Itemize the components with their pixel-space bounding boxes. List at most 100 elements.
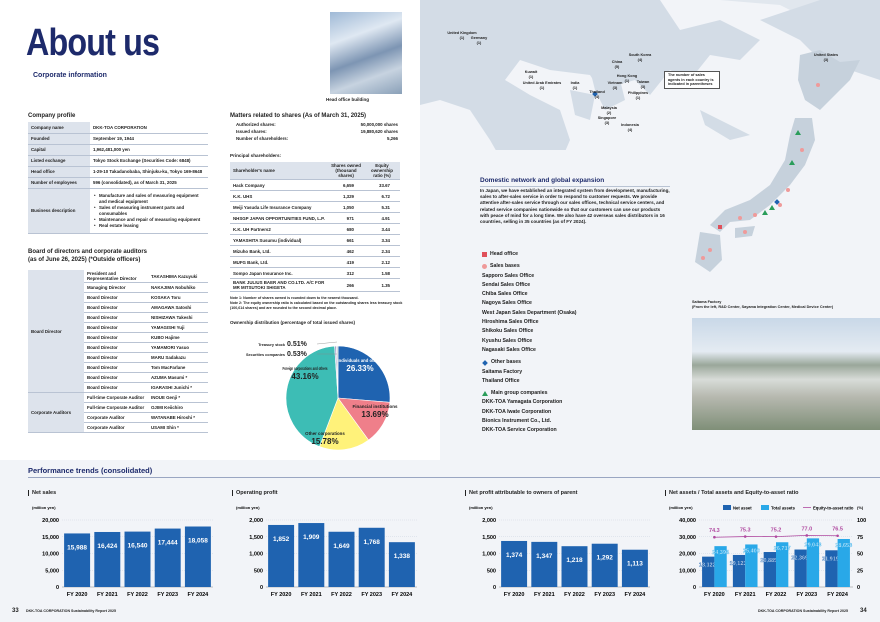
y-axis-unit: (million yen) <box>236 505 260 510</box>
location-item: Thailand Office <box>482 377 520 384</box>
table-row: K.K. UHS 1,329 6.72 <box>230 190 400 202</box>
x-tick-label: FY 2024 <box>625 592 647 598</box>
table-cell: 3.44 <box>364 223 400 235</box>
footer-right-text: DKK-TOA CORPORATION Sustainability Repor… <box>758 609 848 613</box>
business-list: Manufacture and sales of measuring equip… <box>93 193 205 229</box>
board-row: Board Director KUBO Hajime <box>28 332 208 343</box>
sales-base-markers <box>701 83 820 260</box>
officer-name: NAKAJIMA Nobuhiko <box>148 282 208 293</box>
locations-legend: Head office Sales bases Sapporo Sales Of… <box>482 250 682 436</box>
country-label: Malaysia (2) <box>589 106 629 115</box>
summary-label: Issued shares: <box>236 129 267 134</box>
country-name: Indonesia <box>621 123 639 127</box>
photo-caption: Head office building <box>326 97 370 102</box>
y-tick-label: 0 <box>260 585 263 591</box>
officer-name: MARU Sadakazu <box>148 352 208 363</box>
data-label: 1,347 <box>536 553 553 560</box>
officer-name: AMAGAWA Satoshi <box>148 302 208 313</box>
bar <box>184 526 211 587</box>
column-header: Shareholder's name <box>230 162 328 180</box>
chart-title: Net assets / Total assets and Equity-to-… <box>665 490 799 496</box>
location-item: DKK-TOA Yamagata Corporation <box>482 399 563 406</box>
country-label: Germany (1) <box>459 36 499 45</box>
country-count: (1) <box>635 95 641 100</box>
legend-label: Net asset <box>733 506 752 511</box>
pie-label: Securities companies <box>246 353 285 357</box>
factory-title: Saitama Factory <box>692 300 722 304</box>
x-tick-label: FY 2020 <box>67 592 88 598</box>
country-count: (4) <box>627 127 633 132</box>
board-group: Corporate Auditors <box>28 392 84 433</box>
factory-caption-text: (From the left, R&D Center, Sayama Integ… <box>692 304 834 309</box>
profile-label: Head office <box>28 166 90 178</box>
pie-slice <box>285 345 339 447</box>
data-label: 24,394 <box>712 550 730 556</box>
bar <box>268 524 295 587</box>
country-label: Singapore (3) <box>587 116 627 125</box>
x-tick-label: FY 2024 <box>188 592 210 598</box>
factory-caption: Saitama Factory (From the left, R&D Cente… <box>692 300 833 310</box>
data-label: 1,852 <box>273 536 290 543</box>
table-cell: 6.72 <box>364 190 400 202</box>
data-label: 1,218 <box>566 557 583 564</box>
head-office-photo <box>330 12 402 94</box>
officer-name: INOUE Genji * <box>148 392 208 403</box>
bar <box>806 538 820 587</box>
bar <box>776 542 789 587</box>
officer-name: Tom MacFarlane <box>148 362 208 373</box>
table-row: YAMASHITA Susumu (individual) 661 3.34 <box>230 234 400 246</box>
y-tick-label: 20,000 <box>42 518 59 524</box>
bar <box>358 527 385 587</box>
table-cell: YAMASHITA Susumu (individual) <box>230 234 328 246</box>
table-row: Meiji Yasuda Life Insurance Company 1,050… <box>230 201 400 213</box>
x-tick-label: FY 2021 <box>97 592 118 598</box>
board-row: Board Director YAMAGISHI Yuji <box>28 322 208 333</box>
shares-summary: Authorized shares: 50,000,000 shares Issue… <box>236 122 398 143</box>
column-header: Equity ownership ratio (%) <box>364 162 400 180</box>
head-office-marker <box>718 225 722 229</box>
profile-value: 1-29-10 Takadanobaba, Shinjuku-ku, Tokyo… <box>90 166 208 178</box>
ratio-point <box>774 535 778 538</box>
bar <box>154 528 181 587</box>
profile-row: Head office 1-29-10 Takadanobaba, Shinjuk… <box>28 166 208 178</box>
board-table: Board Director President and Representati… <box>28 270 208 433</box>
business-item: Maintenance and repair of measuring equi… <box>93 217 205 223</box>
country-label: Kuwait (1) <box>511 70 551 79</box>
y-axis-unit: (million yen) <box>669 505 693 510</box>
bar <box>794 549 807 587</box>
profile-row: Number of employees 596 (consolidated), a… <box>28 177 208 189</box>
officer-role: Board Director <box>84 362 148 373</box>
triangle-icon <box>482 391 488 397</box>
y-tick-label: 2,000 <box>482 518 496 524</box>
circle-icon <box>482 264 487 270</box>
ratio-point <box>805 534 809 537</box>
officer-role: Corporate Auditor <box>84 412 148 423</box>
page-title: About us <box>26 22 160 64</box>
table-cell: 2.34 <box>364 245 400 257</box>
ratio-point <box>836 534 839 538</box>
officer-role: Board Director <box>84 332 148 343</box>
bar <box>328 531 355 587</box>
x-tick-label: FY 2022 <box>127 592 148 598</box>
y-tick-label: 10,000 <box>679 568 696 574</box>
y-tick-label: 15,000 <box>42 535 59 541</box>
chart-title: Net sales <box>28 490 56 496</box>
bar <box>298 523 325 587</box>
summary-value: 5,266 <box>387 136 398 141</box>
country-name: Vietnam <box>607 81 623 85</box>
table-cell: 1,050 <box>328 201 364 213</box>
data-label: 18,122 <box>699 563 716 569</box>
board-row: Board Director YAMAMORI Yasuo <box>28 342 208 353</box>
shares-summary-row: Number of shareholders: 5,266 <box>236 136 398 143</box>
country-label: India (1) <box>555 81 595 90</box>
southeast-asia-islands <box>700 110 750 140</box>
bar <box>124 531 151 587</box>
table-row: NHSGP JAPAN OPPORTUNITIES FUND, L.P. 971 4… <box>230 212 400 224</box>
map-note: The number of sales agents in each count… <box>664 71 720 89</box>
bar <box>388 542 415 587</box>
bar-chart: (million yen) 0 500 1,000 1,500 2,000 FY 2020 F… <box>469 505 650 598</box>
pie-value: 13.69% <box>361 410 388 419</box>
location-item: Sendai Sales Office <box>482 281 531 288</box>
officer-name: IGARASHI Junichi * <box>148 382 208 393</box>
saitama-factory-photo <box>692 318 880 430</box>
